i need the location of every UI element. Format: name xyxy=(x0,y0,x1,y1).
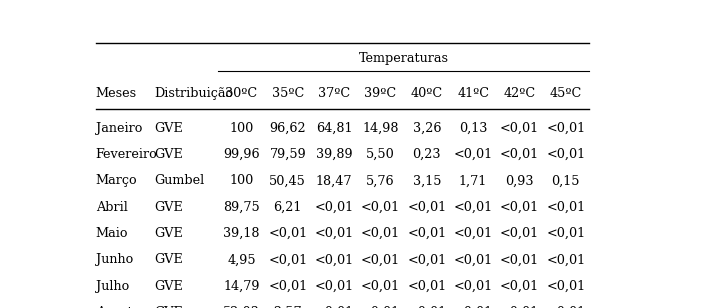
Text: Fevereiro: Fevereiro xyxy=(96,148,158,161)
Text: <0,01: <0,01 xyxy=(546,201,585,214)
Text: 35ºC: 35ºC xyxy=(271,87,304,100)
Text: Meses: Meses xyxy=(96,87,137,100)
Text: <0,01: <0,01 xyxy=(361,280,400,293)
Text: GVE: GVE xyxy=(154,122,183,135)
Text: Gumbel: Gumbel xyxy=(154,174,204,187)
Text: <0,01: <0,01 xyxy=(500,227,539,240)
Text: <0,01: <0,01 xyxy=(454,306,492,308)
Text: Junho: Junho xyxy=(96,253,132,266)
Text: 3,26: 3,26 xyxy=(413,122,441,135)
Text: GVE: GVE xyxy=(154,280,183,293)
Text: <0,01: <0,01 xyxy=(361,253,400,266)
Text: <0,01: <0,01 xyxy=(454,148,492,161)
Text: <0,01: <0,01 xyxy=(269,227,307,240)
Text: <0,01: <0,01 xyxy=(454,280,492,293)
Text: 64,81: 64,81 xyxy=(316,122,352,135)
Text: 89,75: 89,75 xyxy=(223,201,260,214)
Text: <0,01: <0,01 xyxy=(315,201,354,214)
Text: <0,01: <0,01 xyxy=(546,280,585,293)
Text: <0,01: <0,01 xyxy=(361,227,400,240)
Text: 42ºC: 42ºC xyxy=(503,87,536,100)
Text: 2,57: 2,57 xyxy=(274,306,302,308)
Text: <0,01: <0,01 xyxy=(500,148,539,161)
Text: 40ºC: 40ºC xyxy=(410,87,443,100)
Text: 5,76: 5,76 xyxy=(366,174,395,187)
Text: <0,01: <0,01 xyxy=(500,280,539,293)
Text: Agosto: Agosto xyxy=(96,306,140,308)
Text: <0,01: <0,01 xyxy=(408,306,446,308)
Text: <0,01: <0,01 xyxy=(546,122,585,135)
Text: Julho: Julho xyxy=(96,280,129,293)
Text: <0,01: <0,01 xyxy=(408,280,446,293)
Text: 96,62: 96,62 xyxy=(269,122,306,135)
Text: <0,01: <0,01 xyxy=(408,201,446,214)
Text: 100: 100 xyxy=(230,174,253,187)
Text: 100: 100 xyxy=(230,122,253,135)
Text: <0,01: <0,01 xyxy=(454,227,492,240)
Text: GVE: GVE xyxy=(154,201,183,214)
Text: <0,01: <0,01 xyxy=(315,306,354,308)
Text: GVE: GVE xyxy=(154,227,183,240)
Text: <0,01: <0,01 xyxy=(269,253,307,266)
Text: <0,01: <0,01 xyxy=(546,253,585,266)
Text: <0,01: <0,01 xyxy=(546,306,585,308)
Text: 14,98: 14,98 xyxy=(362,122,399,135)
Text: GVE: GVE xyxy=(154,148,183,161)
Text: 0,13: 0,13 xyxy=(459,122,487,135)
Text: 6,21: 6,21 xyxy=(274,201,302,214)
Text: 4,95: 4,95 xyxy=(228,253,256,266)
Text: <0,01: <0,01 xyxy=(408,227,446,240)
Text: Maio: Maio xyxy=(96,227,128,240)
Text: <0,01: <0,01 xyxy=(500,253,539,266)
Text: <0,01: <0,01 xyxy=(546,227,585,240)
Text: <0,01: <0,01 xyxy=(315,280,354,293)
Text: 5,50: 5,50 xyxy=(366,148,395,161)
Text: 30ºC: 30ºC xyxy=(225,87,258,100)
Text: 0,15: 0,15 xyxy=(552,174,580,187)
Text: 0,23: 0,23 xyxy=(413,148,441,161)
Text: <0,01: <0,01 xyxy=(546,148,585,161)
Text: 39,18: 39,18 xyxy=(223,227,260,240)
Text: <0,01: <0,01 xyxy=(500,201,539,214)
Text: 99,96: 99,96 xyxy=(223,148,260,161)
Text: 45ºC: 45ºC xyxy=(549,87,582,100)
Text: 39,89: 39,89 xyxy=(316,148,352,161)
Text: 0,93: 0,93 xyxy=(505,174,534,187)
Text: 37ºC: 37ºC xyxy=(318,87,350,100)
Text: 3,15: 3,15 xyxy=(413,174,441,187)
Text: <0,01: <0,01 xyxy=(454,253,492,266)
Text: 14,79: 14,79 xyxy=(223,280,260,293)
Text: 52,03: 52,03 xyxy=(223,306,260,308)
Text: 39ºC: 39ºC xyxy=(364,87,397,100)
Text: <0,01: <0,01 xyxy=(269,280,307,293)
Text: <0,01: <0,01 xyxy=(500,122,539,135)
Text: <0,01: <0,01 xyxy=(361,201,400,214)
Text: Abril: Abril xyxy=(96,201,127,214)
Text: <0,01: <0,01 xyxy=(500,306,539,308)
Text: Março: Março xyxy=(96,174,138,187)
Text: <0,01: <0,01 xyxy=(361,306,400,308)
Text: 79,59: 79,59 xyxy=(269,148,306,161)
Text: 41ºC: 41ºC xyxy=(457,87,489,100)
Text: <0,01: <0,01 xyxy=(315,227,354,240)
Text: GVE: GVE xyxy=(154,306,183,308)
Text: Distribuição: Distribuição xyxy=(154,87,233,100)
Text: <0,01: <0,01 xyxy=(454,201,492,214)
Text: <0,01: <0,01 xyxy=(408,253,446,266)
Text: 18,47: 18,47 xyxy=(316,174,352,187)
Text: 50,45: 50,45 xyxy=(269,174,306,187)
Text: Temperaturas: Temperaturas xyxy=(359,52,449,65)
Text: 1,71: 1,71 xyxy=(459,174,487,187)
Text: Janeiro: Janeiro xyxy=(96,122,142,135)
Text: <0,01: <0,01 xyxy=(315,253,354,266)
Text: GVE: GVE xyxy=(154,253,183,266)
